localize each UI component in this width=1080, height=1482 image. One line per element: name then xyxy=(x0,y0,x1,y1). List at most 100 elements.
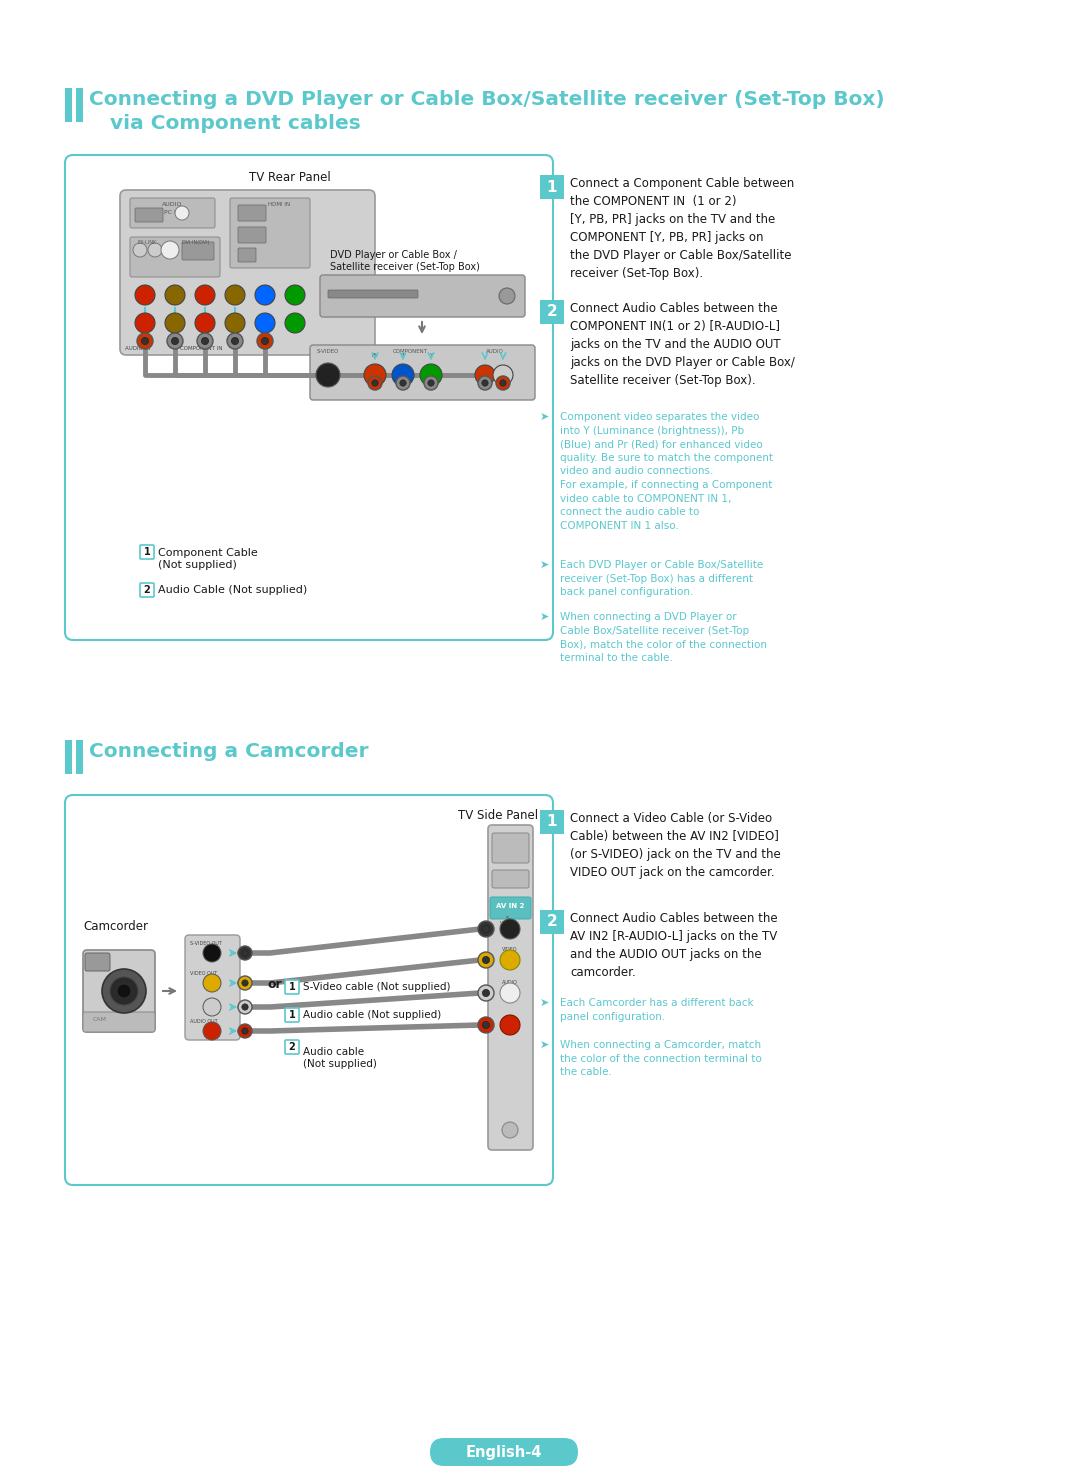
Circle shape xyxy=(478,951,494,968)
Bar xyxy=(540,811,564,834)
Circle shape xyxy=(478,1017,494,1033)
Bar xyxy=(65,87,72,122)
Circle shape xyxy=(227,333,243,348)
FancyBboxPatch shape xyxy=(310,345,535,400)
Circle shape xyxy=(500,983,519,1003)
Circle shape xyxy=(242,950,248,956)
FancyBboxPatch shape xyxy=(488,825,534,1150)
Circle shape xyxy=(483,990,489,996)
Circle shape xyxy=(203,944,221,962)
Text: AV IN 2: AV IN 2 xyxy=(496,903,524,908)
Text: Connect a Video Cable (or S-Video
Cable) between the AV IN2 [VIDEO]
(or S-VIDEO): Connect a Video Cable (or S-Video Cable)… xyxy=(570,812,781,879)
Text: Audio cable
(Not supplied): Audio cable (Not supplied) xyxy=(303,1046,377,1070)
Circle shape xyxy=(135,313,156,333)
Circle shape xyxy=(141,338,149,345)
FancyBboxPatch shape xyxy=(230,199,310,268)
Circle shape xyxy=(478,986,494,1000)
Circle shape xyxy=(242,1003,248,1011)
FancyBboxPatch shape xyxy=(328,290,418,298)
Bar xyxy=(76,740,83,774)
Bar xyxy=(540,910,564,934)
Circle shape xyxy=(500,1015,519,1034)
Text: AUDIO: AUDIO xyxy=(486,348,504,354)
FancyBboxPatch shape xyxy=(85,953,110,971)
Text: Connecting a DVD Player or Cable Box/Satellite receiver (Set-Top Box): Connecting a DVD Player or Cable Box/Sat… xyxy=(89,90,885,110)
Text: 2: 2 xyxy=(546,914,557,929)
Circle shape xyxy=(242,980,248,986)
Text: ➤: ➤ xyxy=(540,560,550,571)
Circle shape xyxy=(148,243,162,256)
FancyBboxPatch shape xyxy=(238,247,256,262)
Text: Audio Cable (Not supplied): Audio Cable (Not supplied) xyxy=(158,585,307,594)
Text: 2: 2 xyxy=(546,304,557,320)
Circle shape xyxy=(500,379,507,387)
Circle shape xyxy=(110,977,138,1005)
Text: TV Rear Panel: TV Rear Panel xyxy=(249,170,330,184)
FancyBboxPatch shape xyxy=(120,190,375,356)
Text: 1: 1 xyxy=(546,815,557,830)
FancyBboxPatch shape xyxy=(140,545,154,559)
Text: VIDEO OUT: VIDEO OUT xyxy=(190,971,217,977)
Circle shape xyxy=(137,333,153,348)
Circle shape xyxy=(242,1029,248,1034)
Circle shape xyxy=(285,313,305,333)
Text: ➤: ➤ xyxy=(540,1040,550,1051)
FancyBboxPatch shape xyxy=(135,207,163,222)
Circle shape xyxy=(203,1023,221,1040)
Circle shape xyxy=(257,333,273,348)
Bar xyxy=(76,87,83,122)
FancyBboxPatch shape xyxy=(65,156,553,640)
FancyBboxPatch shape xyxy=(285,1008,299,1023)
Text: 1: 1 xyxy=(144,547,150,557)
Circle shape xyxy=(475,365,495,385)
Text: DVI IN(DVI): DVI IN(DVI) xyxy=(183,240,210,245)
Circle shape xyxy=(255,313,275,333)
Bar xyxy=(540,299,564,325)
Text: Pb: Pb xyxy=(372,353,378,359)
FancyBboxPatch shape xyxy=(430,1438,578,1466)
Text: Connect Audio Cables between the
AV IN2 [R-AUDIO-L] jacks on the TV
and the AUDI: Connect Audio Cables between the AV IN2 … xyxy=(570,911,778,980)
FancyBboxPatch shape xyxy=(130,199,215,228)
Circle shape xyxy=(483,1021,489,1029)
FancyBboxPatch shape xyxy=(238,227,266,243)
Circle shape xyxy=(483,956,489,963)
Text: CAM: CAM xyxy=(93,1017,107,1023)
Text: ➤: ➤ xyxy=(540,412,550,422)
Circle shape xyxy=(492,365,513,385)
FancyBboxPatch shape xyxy=(130,237,220,277)
Circle shape xyxy=(482,379,488,387)
Text: ➤: ➤ xyxy=(540,612,550,622)
FancyBboxPatch shape xyxy=(65,794,553,1186)
Text: Pr: Pr xyxy=(401,353,406,359)
Text: PC IN: PC IN xyxy=(164,210,180,215)
Text: Connect Audio Cables between the
COMPONENT IN(1 or 2) [R-AUDIO-L]
jacks on the T: Connect Audio Cables between the COMPONE… xyxy=(570,302,795,387)
Circle shape xyxy=(285,285,305,305)
Circle shape xyxy=(368,376,382,390)
Text: COMPONENT: COMPONENT xyxy=(392,348,428,354)
Text: HDMI IN: HDMI IN xyxy=(268,202,291,207)
Circle shape xyxy=(500,919,519,940)
Text: S-Video cable (Not supplied): S-Video cable (Not supplied) xyxy=(303,983,450,991)
Text: Connecting a Camcorder: Connecting a Camcorder xyxy=(89,742,368,760)
Text: S-VIDEO OUT: S-VIDEO OUT xyxy=(190,941,221,946)
Circle shape xyxy=(392,365,414,385)
FancyBboxPatch shape xyxy=(320,276,525,317)
Text: TV Side Panel: TV Side Panel xyxy=(458,809,538,823)
Text: Component Cable
(Not supplied): Component Cable (Not supplied) xyxy=(158,548,258,571)
Circle shape xyxy=(424,376,438,390)
Text: or: or xyxy=(268,978,282,991)
Text: Each Camcorder has a different back
panel configuration.: Each Camcorder has a different back pane… xyxy=(561,997,754,1021)
Text: When connecting a DVD Player or
Cable Box/Satellite receiver (Set-Top
Box), matc: When connecting a DVD Player or Cable Bo… xyxy=(561,612,767,662)
Text: 1: 1 xyxy=(288,983,295,991)
Circle shape xyxy=(502,1122,518,1138)
Circle shape xyxy=(102,969,146,1014)
Text: English-4: English-4 xyxy=(465,1445,542,1460)
Circle shape xyxy=(195,285,215,305)
Text: AUDIO IN: AUDIO IN xyxy=(125,345,150,351)
FancyBboxPatch shape xyxy=(285,1040,299,1054)
FancyBboxPatch shape xyxy=(185,935,240,1040)
Circle shape xyxy=(428,379,434,387)
FancyBboxPatch shape xyxy=(492,870,529,888)
Circle shape xyxy=(225,313,245,333)
Text: EX-LINK: EX-LINK xyxy=(138,240,158,245)
